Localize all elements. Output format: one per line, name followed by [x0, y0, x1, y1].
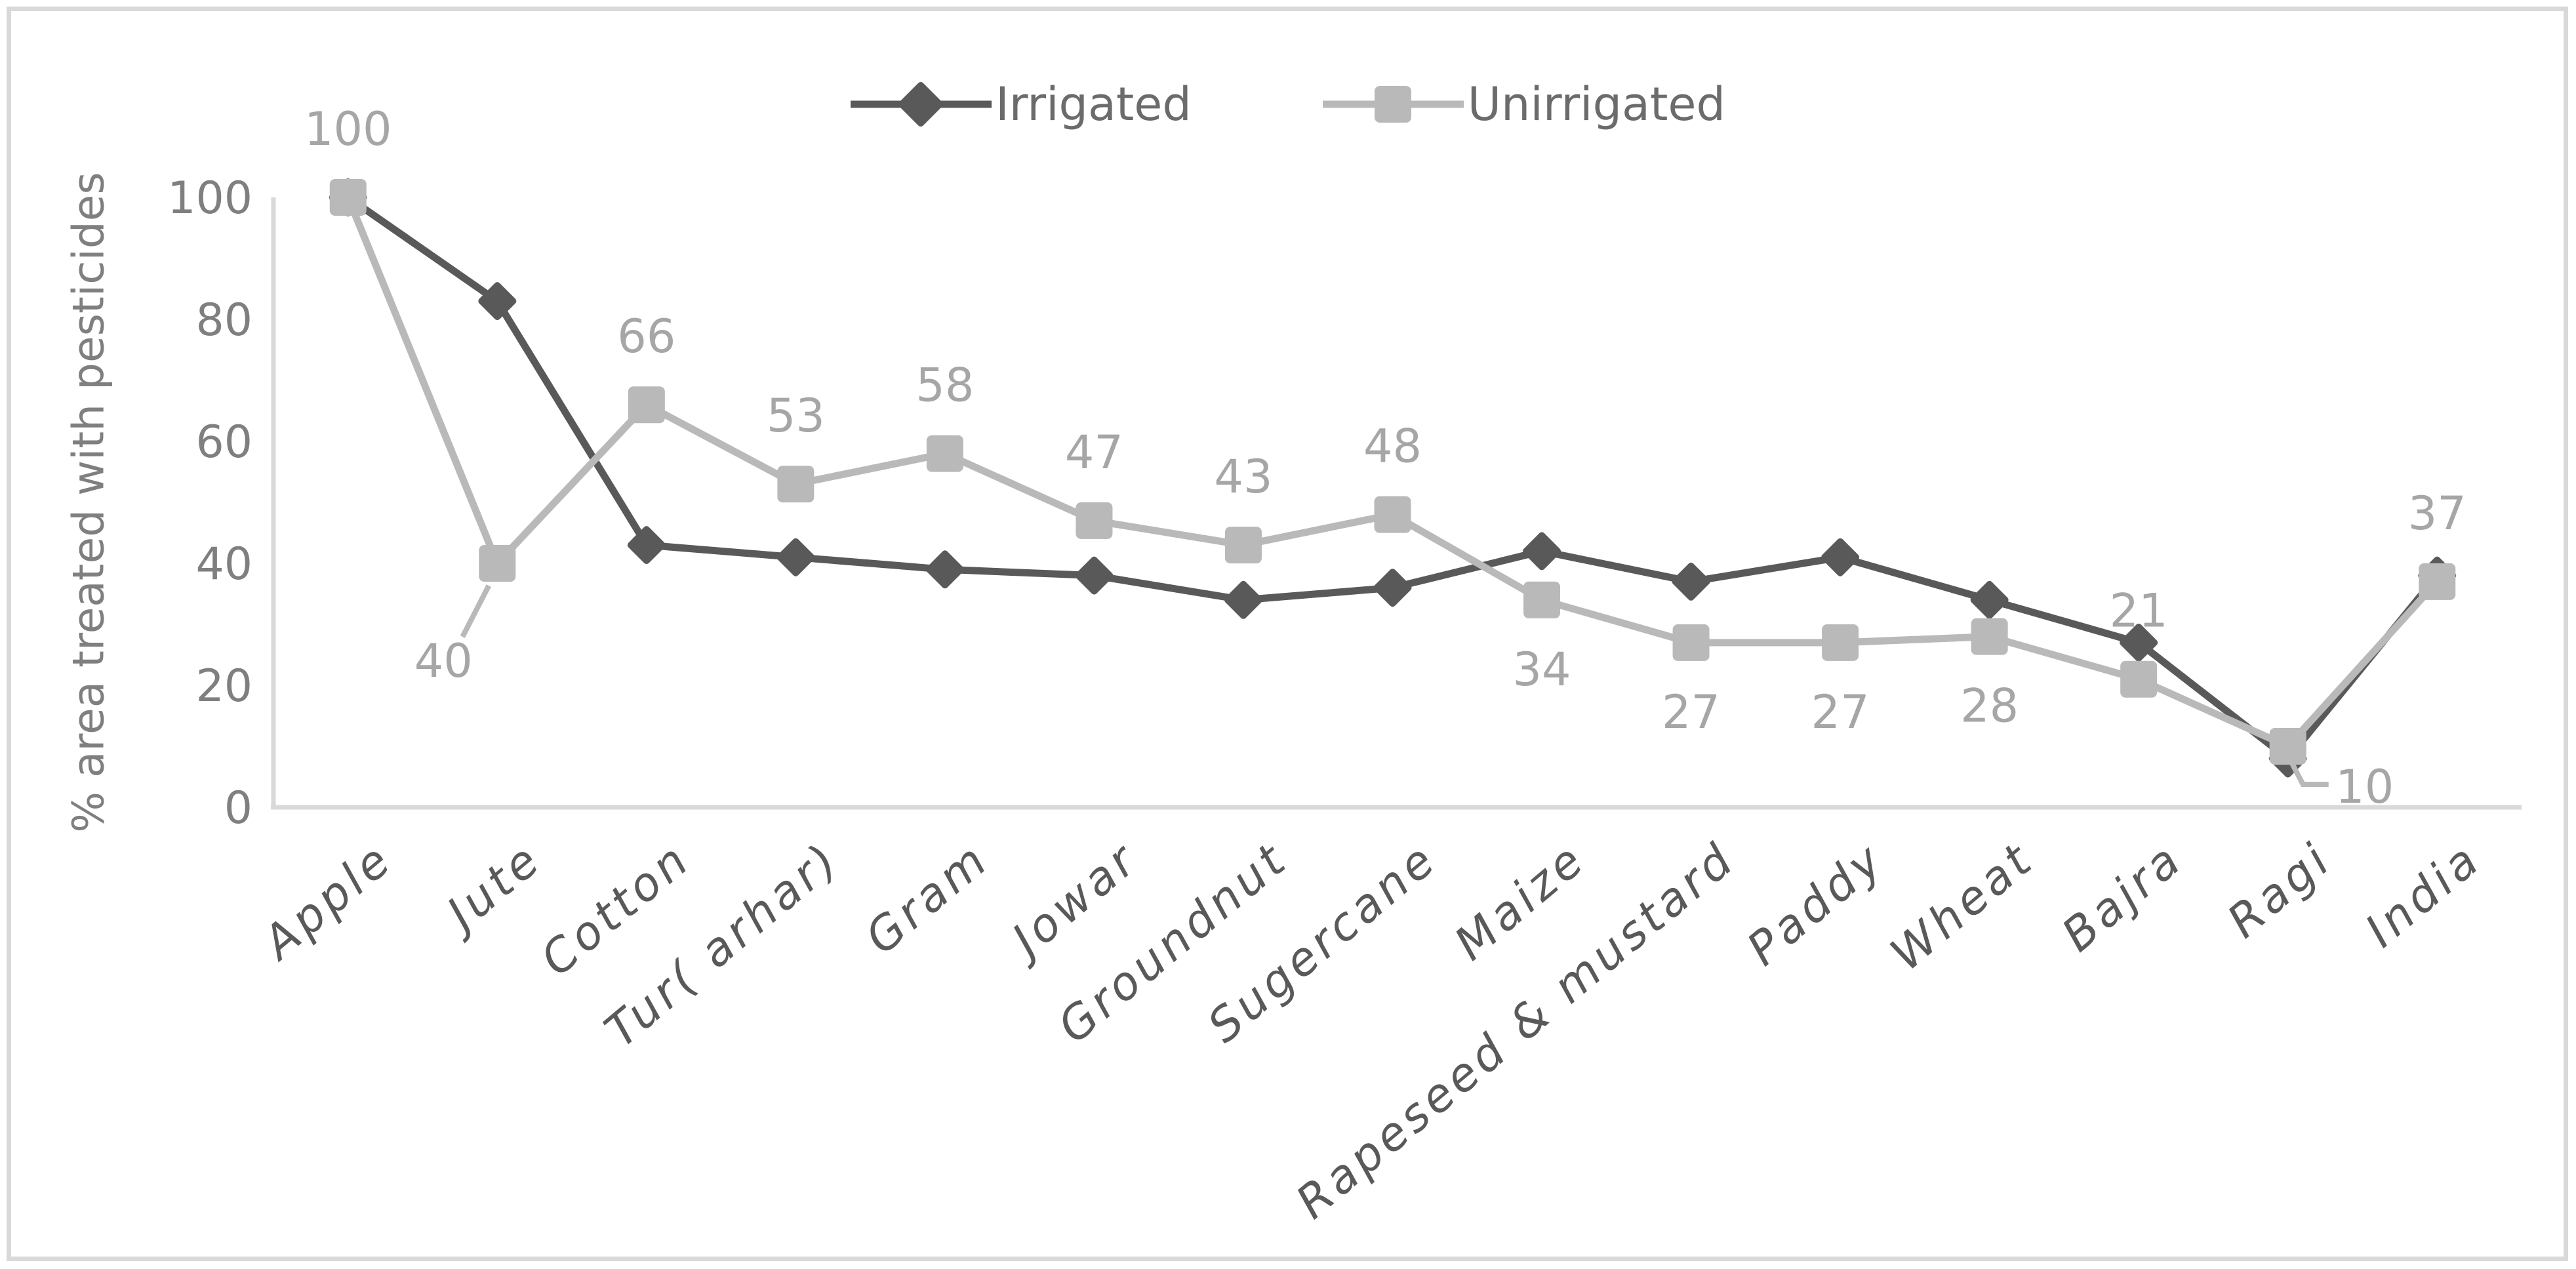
data-point-irrigated-2[interactable] — [627, 526, 666, 565]
irrigated-line-diamond-icon — [851, 82, 992, 127]
data-point-unirrigated-0[interactable] — [329, 179, 367, 216]
data-label-jowar: 47 — [1065, 426, 1123, 479]
data-point-unirrigated-13[interactable] — [2269, 728, 2306, 765]
leader-line-jute — [460, 584, 491, 638]
data-label-jute: 40 — [414, 634, 473, 688]
y-tick-label-20: 20 — [195, 660, 252, 712]
data-point-unirrigated-7[interactable] — [1374, 496, 1411, 533]
data-label-rapeseed-mustard: 27 — [1662, 685, 1720, 739]
data-label-cotton: 66 — [617, 310, 675, 363]
y-tick-label-40: 40 — [195, 538, 252, 590]
data-point-unirrigated-11[interactable] — [1971, 618, 2008, 655]
data-label-paddy: 27 — [1811, 685, 1870, 739]
data-point-unirrigated-6[interactable] — [1224, 527, 1262, 564]
y-tick-label-60: 60 — [195, 416, 252, 468]
data-label-apple: 100 — [304, 102, 392, 156]
data-label-ragi: 10 — [2335, 760, 2394, 814]
data-label-bajra: 21 — [2110, 584, 2168, 638]
data-point-irrigated-4[interactable] — [925, 550, 964, 589]
data-point-unirrigated-8[interactable] — [1523, 581, 1561, 618]
data-point-irrigated-10[interactable] — [1821, 538, 1860, 576]
data-point-irrigated-7[interactable] — [1373, 569, 1412, 607]
y-tick-label-0: 0 — [224, 782, 252, 834]
leader-line-ragi — [2285, 754, 2329, 787]
data-point-irrigated-3[interactable] — [776, 538, 815, 576]
data-point-unirrigated-5[interactable] — [1076, 502, 1113, 539]
legend-item-unirrigated[interactable]: Unirrigated — [1322, 77, 1725, 131]
data-point-unirrigated-10[interactable] — [1822, 624, 1859, 661]
data-point-unirrigated-9[interactable] — [1672, 624, 1710, 661]
data-point-unirrigated-4[interactable] — [926, 435, 963, 472]
legend-label-unirrigated: Unirrigated — [1467, 77, 1725, 131]
data-point-irrigated-1[interactable] — [478, 282, 517, 321]
data-label-groundnut: 43 — [1214, 450, 1272, 504]
data-point-irrigated-5[interactable] — [1075, 556, 1114, 595]
data-point-irrigated-9[interactable] — [1672, 562, 1710, 601]
data-point-unirrigated-14[interactable] — [2419, 563, 2456, 600]
legend: Irrigated Unirrigated — [0, 77, 2576, 131]
data-label-india: 37 — [2408, 487, 2466, 540]
unirrigated-line-square-icon — [1322, 86, 1464, 123]
data-point-unirrigated-2[interactable] — [628, 386, 665, 424]
y-tick-label-80: 80 — [195, 294, 252, 346]
legend-label-irrigated: Irrigated — [996, 77, 1192, 131]
data-point-irrigated-11[interactable] — [1970, 580, 2009, 619]
y-tick-label-100: 100 — [167, 172, 252, 224]
data-point-unirrigated-3[interactable] — [777, 466, 815, 503]
data-label-gram: 58 — [916, 359, 974, 413]
data-label-maize: 34 — [1512, 643, 1571, 696]
data-point-irrigated-12[interactable] — [2120, 623, 2158, 662]
data-point-unirrigated-1[interactable] — [479, 545, 516, 582]
legend-item-irrigated[interactable]: Irrigated — [851, 77, 1192, 131]
data-point-irrigated-6[interactable] — [1224, 580, 1262, 619]
data-label-wheat: 28 — [1960, 679, 2019, 733]
data-label-sugercane: 48 — [1363, 420, 1422, 473]
data-label-tur-arhar: 53 — [767, 389, 825, 443]
data-point-unirrigated-12[interactable] — [2120, 660, 2158, 698]
data-point-irrigated-8[interactable] — [1523, 532, 1561, 571]
